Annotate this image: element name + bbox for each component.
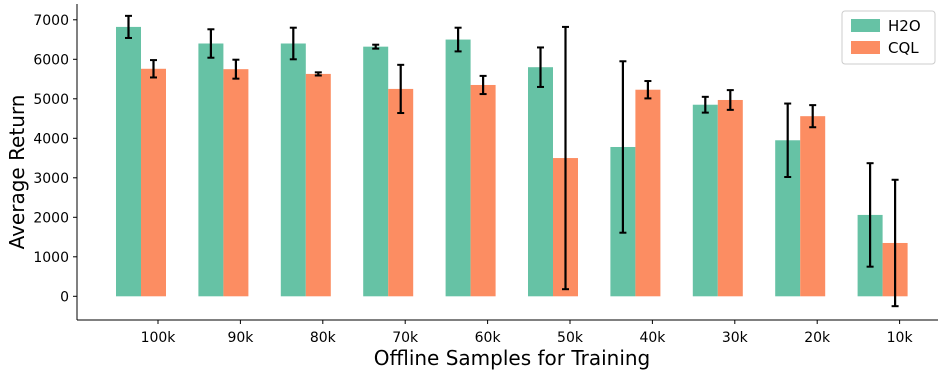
x-tick-label: 100k (141, 330, 177, 346)
error-bar-cql-30k (726, 89, 734, 111)
legend: H2O CQL (841, 10, 936, 65)
y-tick-label: 2000 (33, 210, 69, 226)
bar-cql-20k (800, 116, 826, 297)
error-bar-h2o-60k (454, 26, 462, 53)
y-tick-label: 4000 (33, 131, 69, 147)
bar-h2o-80k (280, 43, 306, 297)
legend-label-cql: CQL (888, 39, 919, 57)
error-bar-cql-40k (644, 80, 652, 100)
y-tick-label: 5000 (33, 92, 69, 108)
error-bar-h2o-10k (866, 162, 874, 268)
bar-h2o-90k (198, 43, 224, 297)
error-bar-h2o-20k (784, 102, 792, 179)
error-bar-cql-100k (150, 59, 157, 79)
bar-h2o-70k (363, 46, 389, 297)
x-tick-label: 80k (310, 330, 337, 346)
x-tick-label: 50k (557, 330, 584, 346)
x-tick-label: 70k (392, 330, 419, 346)
error-bar-h2o-40k (619, 60, 627, 234)
bar-h2o-60k (445, 39, 471, 297)
bar-cql-70k (388, 88, 414, 297)
error-bar-h2o-70k (372, 43, 380, 50)
x-tick-label: 10k (887, 330, 914, 346)
error-bar-h2o-90k (207, 28, 215, 59)
error-bar-h2o-80k (289, 26, 297, 61)
error-bar-cql-20k (809, 104, 817, 129)
x-tick-label: 40k (639, 330, 666, 346)
error-bar-cql-80k (314, 71, 322, 77)
legend-swatch-h2o (851, 19, 880, 32)
x-axis: 100k 90k 80k 70k 60k 50k 40k 30k 20k 10k (77, 319, 938, 346)
bar-cql-60k (470, 84, 496, 297)
y-tick-label: 1000 (33, 250, 69, 266)
error-bar-cql-90k (232, 58, 240, 80)
y-tick-label: 7000 (33, 13, 69, 29)
legend-swatch-cql (851, 41, 880, 54)
bar-cql-40k (635, 89, 661, 297)
y-tick-label: 3000 (33, 171, 69, 187)
legend-label-h2o: H2O (888, 17, 921, 35)
x-tick-label: 90k (227, 330, 254, 346)
plot-area (116, 14, 908, 308)
x-tick-label: 30k (722, 330, 749, 346)
error-bar-cql-50k (562, 25, 569, 291)
bar-h2o-30k (692, 104, 718, 297)
bar-cql-80k (305, 73, 331, 297)
y-axis: 0 1000 2000 3000 4000 5000 6000 7000 (33, 4, 78, 320)
bar-cql-30k (717, 99, 743, 297)
error-bar-cql-10k (891, 178, 899, 308)
bar-cql-90k (223, 69, 249, 297)
y-tick-label: 6000 (33, 52, 69, 68)
error-bar-h2o-50k (537, 46, 544, 88)
x-tick-label: 20k (804, 330, 831, 346)
error-bar-cql-60k (479, 74, 487, 96)
x-axis-title: Offline Samples for Training (374, 346, 651, 370)
y-axis-title: Average Return (5, 95, 29, 250)
bar-h2o-50k (528, 67, 553, 297)
error-bar-h2o-100k (125, 14, 132, 39)
error-bar-h2o-30k (701, 95, 709, 114)
x-tick-label: 60k (475, 330, 502, 346)
bar-cql-100k (141, 68, 166, 297)
bar-h2o-100k (116, 26, 141, 297)
error-bar-cql-70k (397, 63, 405, 115)
y-tick-label: 0 (60, 289, 69, 305)
